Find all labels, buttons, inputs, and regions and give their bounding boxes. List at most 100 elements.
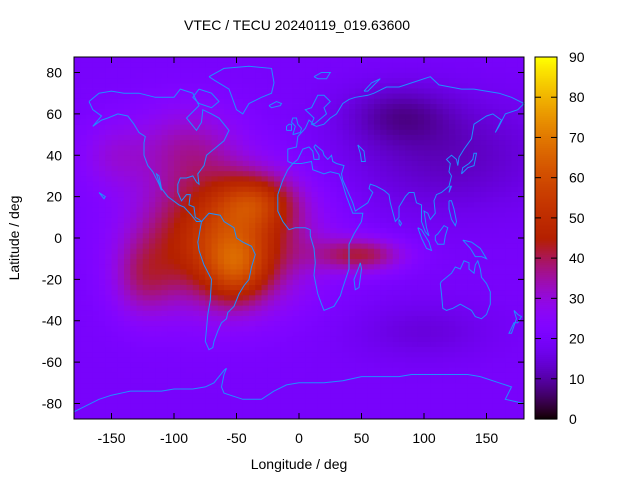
heatmap-cell: [99, 279, 106, 285]
heatmap-cell: [399, 258, 406, 265]
heatmap-cell: [167, 325, 175, 332]
heatmap-cell: [236, 201, 244, 208]
heatmap-cell: [386, 331, 394, 337]
heatmap-cell: [155, 155, 162, 161]
heatmap-cell: [330, 222, 337, 229]
heatmap-cell: [186, 175, 194, 182]
heatmap-cell: [211, 155, 219, 161]
heatmap-cell: [142, 341, 150, 347]
heatmap-cell: [374, 403, 381, 410]
heatmap-cell: [474, 160, 481, 166]
heatmap-cell: [386, 144, 394, 151]
heatmap-cell: [367, 331, 375, 337]
heatmap-cell: [399, 191, 406, 198]
heatmap-cell: [305, 320, 312, 327]
heatmap-cell: [392, 331, 400, 337]
heatmap-cell: [217, 72, 225, 79]
heatmap-cell: [192, 108, 200, 115]
heatmap-cell: [505, 144, 512, 151]
heatmap-cell: [80, 108, 87, 115]
heatmap-cell: [405, 331, 412, 337]
heatmap-cell: [230, 93, 237, 99]
heatmap-cell: [124, 372, 131, 379]
heatmap-cell: [167, 170, 175, 177]
heatmap-cell: [380, 243, 387, 249]
heatmap-cell: [505, 320, 512, 327]
heatmap-cell: [499, 88, 506, 94]
heatmap-cell: [280, 62, 287, 68]
heatmap-cell: [449, 258, 456, 265]
heatmap-cell: [292, 336, 300, 342]
heatmap-cell: [180, 279, 187, 285]
heatmap-cell: [474, 67, 481, 73]
heatmap-cell: [505, 274, 512, 280]
heatmap-cell: [355, 413, 362, 420]
heatmap-cell: [430, 403, 437, 410]
heatmap-cell: [224, 191, 231, 198]
heatmap-cell: [474, 222, 481, 229]
heatmap-cell: [392, 175, 400, 182]
heatmap-cell: [380, 57, 387, 63]
heatmap-cell: [199, 186, 206, 192]
heatmap-cell: [336, 413, 344, 420]
heatmap-cell: [217, 206, 225, 213]
heatmap-cell: [117, 82, 125, 89]
heatmap-cell: [299, 196, 306, 203]
heatmap-cell: [86, 408, 94, 415]
heatmap-cell: [305, 103, 312, 110]
heatmap-cell: [399, 181, 406, 187]
heatmap-cell: [305, 398, 312, 404]
heatmap-cell: [361, 144, 369, 151]
heatmap-cell: [267, 62, 275, 68]
heatmap-cell: [236, 341, 244, 347]
heatmap-cell: [386, 356, 394, 363]
heatmap-cell: [255, 382, 262, 389]
heatmap-cell: [430, 253, 437, 260]
heatmap-cell: [92, 408, 100, 415]
heatmap-cell: [480, 113, 487, 120]
heatmap-cell: [161, 274, 169, 280]
heatmap-cell: [117, 362, 125, 368]
heatmap-cell: [99, 212, 106, 218]
heatmap-cell: [324, 274, 331, 280]
heatmap-cell: [424, 57, 431, 63]
heatmap-cell: [236, 372, 244, 379]
heatmap-cell: [511, 196, 519, 203]
heatmap-cell: [324, 413, 331, 420]
heatmap-cell: [324, 305, 331, 311]
heatmap-cell: [342, 289, 350, 296]
heatmap-cell: [361, 243, 369, 249]
heatmap-cell: [374, 289, 381, 296]
heatmap-cell: [342, 88, 350, 94]
heatmap-cell: [411, 258, 419, 265]
heatmap-cell: [99, 186, 106, 192]
heatmap-cell: [167, 155, 175, 161]
heatmap-cell: [217, 284, 225, 291]
heatmap-cell: [199, 160, 206, 166]
heatmap-cell: [249, 300, 256, 306]
heatmap-cell: [242, 377, 250, 384]
heatmap-cell: [255, 238, 262, 244]
heatmap-cell: [480, 206, 487, 213]
heatmap-cell: [405, 263, 412, 270]
heatmap-cell: [417, 284, 425, 291]
heatmap-cell: [280, 351, 287, 358]
heatmap-cell: [317, 160, 325, 166]
heatmap-cell: [355, 325, 362, 332]
heatmap-cell: [205, 367, 212, 373]
heatmap-cell: [224, 377, 231, 384]
heatmap-cell: [111, 217, 119, 223]
heatmap-cell: [274, 191, 281, 198]
heatmap-cell: [449, 160, 456, 166]
heatmap-cell: [392, 274, 400, 280]
heatmap-cell: [511, 206, 519, 213]
heatmap-cell: [136, 300, 144, 306]
heatmap-cell: [424, 170, 431, 177]
heatmap-cell: [186, 305, 194, 311]
heatmap-cell: [292, 113, 300, 120]
heatmap-cell: [136, 139, 144, 146]
heatmap-cell: [474, 62, 481, 68]
heatmap-cell: [411, 113, 419, 120]
heatmap-cell: [380, 320, 387, 327]
heatmap-cell: [255, 62, 262, 68]
